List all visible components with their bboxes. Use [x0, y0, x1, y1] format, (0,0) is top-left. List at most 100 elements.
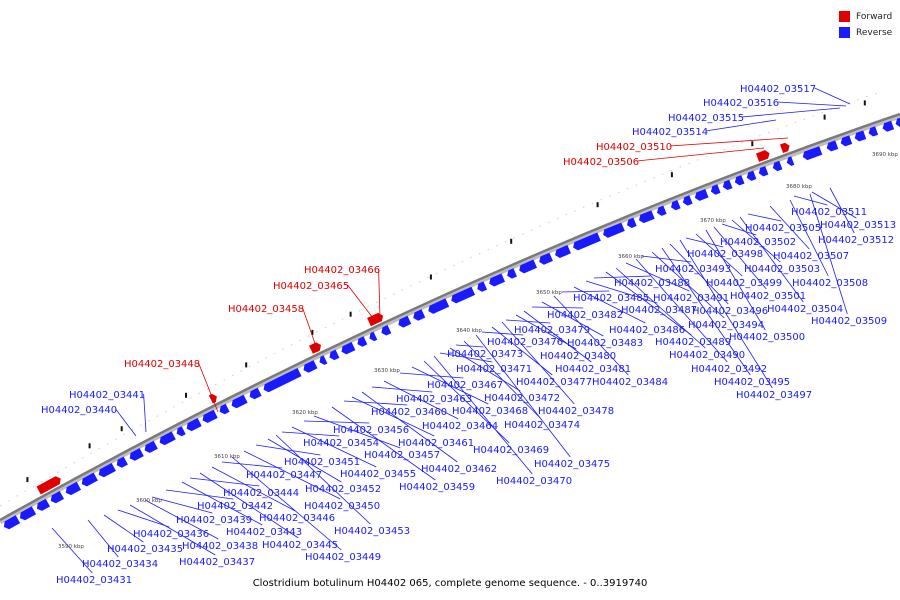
leader-line: [661, 247, 751, 376]
gene-label: H04402_03467: [427, 380, 503, 391]
leader-line: [679, 239, 773, 389]
reverse-gene-block: [451, 286, 476, 304]
leader-line: [636, 147, 765, 162]
reverse-gene-block: [341, 342, 356, 355]
scale-tick-label: 3650 kbp: [536, 290, 562, 296]
gene-label: H04402_03479: [514, 325, 590, 336]
leader-line: [731, 219, 781, 263]
leader-line: [811, 191, 857, 219]
reverse-gene-block: [36, 498, 50, 511]
genome-backbone-shadow: [0, 113, 900, 525]
outer-dotted-arc: [0, 91, 881, 507]
gene-label: H04402_03512: [818, 235, 894, 246]
reverse-gene-block: [144, 440, 158, 453]
leader-line: [605, 271, 692, 336]
reverse-gene-block: [413, 309, 426, 321]
gene-label: H04402_03478: [538, 406, 614, 417]
gene-label: H04402_03513: [820, 220, 896, 231]
scale-tick-labels: 3590 kbp 3600 kbp 3610 kbp 3620 kbp 3630 kbp…: [58, 152, 898, 550]
scale-tick-label: 3630 kbp: [374, 368, 400, 374]
leader-line: [625, 262, 690, 292]
minor-tick-marks: [26, 100, 866, 483]
leader-line: [165, 489, 234, 500]
gene-label: H04402_03455: [340, 469, 416, 480]
leader-line: [303, 420, 370, 424]
gene-label: H04402_03487: [621, 305, 697, 316]
gene-label: H04402_03517: [740, 84, 816, 95]
minor-mark: [510, 238, 513, 244]
gene-label: H04402_03508: [792, 278, 868, 289]
gene-label: H04402_03474: [504, 420, 580, 431]
leader-line: [475, 334, 571, 458]
leader-line: [721, 223, 757, 236]
reverse-gene-block: [263, 368, 302, 393]
reverse-gene-block: [202, 409, 218, 423]
gene-label: H04402_03498: [687, 249, 763, 260]
reverse-gene-block: [786, 156, 795, 166]
gene-label: H04402_03491: [653, 293, 729, 304]
gene-label: H04402_03488: [614, 278, 690, 289]
gene-label: H04402_03441: [69, 390, 145, 401]
reverse-gene-block: [369, 331, 378, 342]
reverse-gene-block: [219, 403, 230, 415]
leader-line: [433, 355, 533, 475]
leader-line: [455, 344, 484, 348]
reverse-gene-block: [50, 491, 64, 504]
minor-mark: [823, 114, 826, 120]
gene-label: H04402_03461: [398, 438, 474, 449]
minor-mark: [349, 311, 352, 317]
leader-line: [221, 461, 283, 469]
leader-line: [87, 519, 119, 558]
reverse-gene-block: [477, 281, 488, 292]
reverse-gene-block: [573, 232, 601, 251]
gene-label: H04402_03459: [399, 482, 475, 493]
leader-line: [267, 438, 342, 483]
minor-mark: [429, 274, 432, 280]
leader-line: [747, 213, 782, 222]
gene-label: H04402_03444: [223, 488, 299, 499]
gene-label: H04402_03440: [41, 405, 117, 416]
forward-gene-block: [756, 150, 770, 162]
gene-label: H04402_03443: [226, 527, 302, 538]
gene-label: H04402_03438: [182, 541, 258, 552]
minor-mark: [185, 392, 187, 398]
reverse-gene-block: [746, 170, 757, 181]
gene-label: H04402_03516: [703, 98, 779, 109]
leader-line: [741, 107, 841, 118]
leader-line: [481, 331, 524, 336]
leader-line: [705, 119, 777, 132]
gene-label: H04402_03454: [303, 438, 379, 449]
leader-line: [399, 372, 464, 379]
gene-label: H04402_03501: [730, 291, 806, 302]
leader-line: [199, 472, 299, 539]
gene-label: H04402_03505: [745, 223, 821, 234]
reverse-gene-block: [758, 166, 769, 177]
gene-label: H04402_03431: [56, 575, 132, 586]
label-leader-lines: [51, 87, 857, 574]
gene-label: H04402_03502: [720, 237, 796, 248]
gene-label: H04402_03486: [609, 325, 685, 336]
reverse-gene-block: [895, 117, 900, 128]
forward-gene-block: [36, 476, 61, 495]
reverse-gene-block: [19, 506, 37, 521]
gene-label: H04402_03496: [692, 306, 768, 317]
reverse-gene-block: [802, 146, 823, 161]
reverse-swatch: [839, 27, 850, 38]
gene-label: H04402_03477: [516, 377, 592, 388]
leader-line: [189, 477, 260, 487]
gene-label: H04402_03506: [563, 157, 639, 168]
leader-line: [243, 450, 341, 500]
gene-label: H04402_03489: [655, 337, 731, 348]
leader-line: [705, 229, 766, 331]
gene-label: H04402_03457: [364, 450, 440, 461]
leader-line: [553, 295, 629, 376]
reverse-gene-block: [329, 349, 340, 361]
leader-line: [449, 347, 521, 392]
scale-tick-label: 3590 kbp: [58, 544, 84, 550]
gene-label: H04402_03485: [573, 293, 649, 304]
leader-line: [769, 205, 810, 250]
gene-label: H04402_03452: [305, 484, 381, 495]
minor-mark: [670, 172, 673, 178]
gene-label: H04402_03504: [767, 304, 843, 315]
